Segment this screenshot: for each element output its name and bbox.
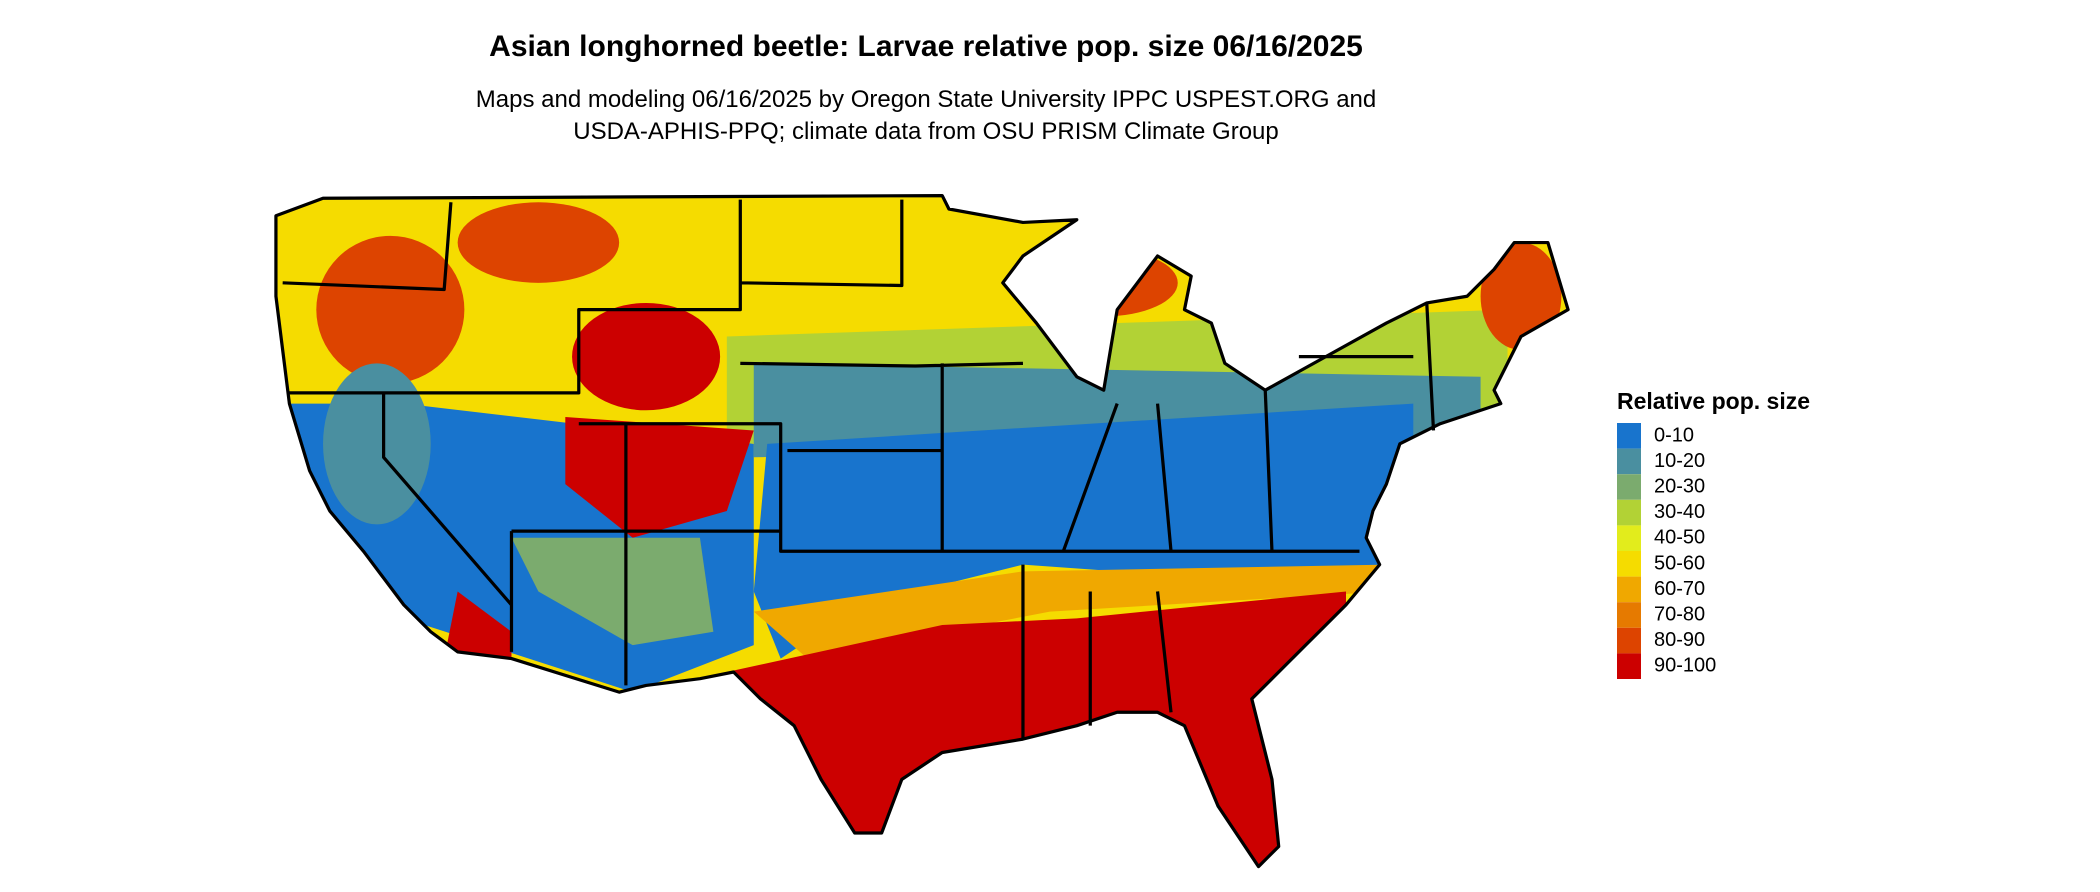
legend-label: 0-10 <box>1654 424 1694 446</box>
subtitle-line: Maps and modeling 06/16/2025 by Oregon S… <box>476 86 1376 113</box>
legend-swatch <box>1617 653 1641 679</box>
legend-label: 10-20 <box>1654 450 1705 472</box>
map-title: Asian longhorned beetle: Larvae relative… <box>489 30 1363 63</box>
legend: 0-10 10-20 20-30 30-40 40-50 50-60 60-70 70-80 8… <box>1617 423 1716 679</box>
legend-swatch <box>1617 423 1641 449</box>
legend-swatch <box>1617 474 1641 500</box>
subtitle-line: USDA-APHIS-PPQ; climate data from OSU PR… <box>573 118 1279 145</box>
legend-label: 20-30 <box>1654 475 1705 497</box>
legend-swatch <box>1617 525 1641 551</box>
legend-swatch <box>1617 576 1641 603</box>
legend-label: 40-50 <box>1654 527 1705 549</box>
legend-swatch <box>1617 627 1641 654</box>
us-map <box>274 193 1570 869</box>
legend-label: 90-100 <box>1654 655 1716 677</box>
legend-swatch <box>1617 448 1641 475</box>
legend-swatch <box>1617 551 1641 577</box>
legend-label: 80-90 <box>1654 629 1705 651</box>
legend-label: 70-80 <box>1654 603 1705 625</box>
legend-label: 30-40 <box>1654 501 1705 523</box>
legend-swatch <box>1617 602 1641 628</box>
legend-swatch <box>1617 499 1641 526</box>
legend-label: 60-70 <box>1654 578 1705 600</box>
legend-title: Relative pop. size <box>1617 388 1810 414</box>
legend-label: 50-60 <box>1654 552 1705 574</box>
